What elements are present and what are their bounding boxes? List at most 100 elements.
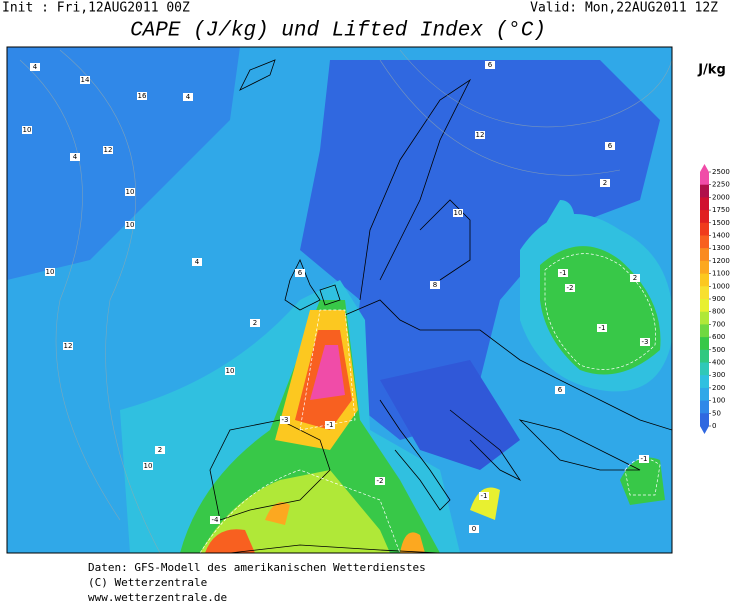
map-labels: 4 14 16 4 10 4 12 10 10 10 12 4 6 2 10 -3 -1 2 10 6 12 6 2 10 -1… [22, 61, 650, 533]
label-box [469, 525, 479, 533]
label-box [225, 367, 235, 375]
isoline-label: -2 [567, 284, 574, 292]
isoline-label: 2 [158, 446, 162, 454]
init-time: Init : Fri,12AUG2011 00Z [2, 1, 190, 16]
colorbar-swatch [700, 349, 709, 363]
label-box [375, 477, 385, 485]
colorbar-label: 300 [712, 371, 725, 379]
colorbar-label: 200 [712, 384, 725, 392]
isoline-label: -1 [327, 421, 334, 429]
isoline-label: 2 [253, 319, 257, 327]
isoline-label: 6 [488, 61, 493, 69]
label-box [210, 516, 220, 524]
colorbar-label: 2500 [712, 168, 730, 176]
colorbar-label: 1750 [712, 206, 730, 214]
valid-time: Valid: Mon,22AUG2011 12Z [530, 1, 718, 16]
label-box [430, 281, 440, 289]
colorbar-swatch [700, 337, 709, 351]
isoline-label: 16 [138, 92, 147, 100]
colorbar-cap [700, 426, 709, 434]
colorbar-label: 700 [712, 320, 725, 328]
low-cape-field [300, 60, 660, 440]
label-box [143, 462, 153, 470]
label-box [250, 319, 260, 327]
isoline-label: 4 [195, 258, 200, 266]
coastlines [209, 59, 672, 553]
footer-line: (C) Wetterzentrale [88, 576, 207, 589]
map-title: CAPE (J/kg) und Lifted Index (°C) [130, 20, 546, 43]
colorbar-swatch [700, 400, 709, 414]
colorbar-swatch [700, 248, 709, 262]
label-box [600, 179, 610, 187]
colorbar-swatch [700, 299, 709, 313]
isoline-label: 12 [64, 342, 73, 350]
colorbar-swatch [700, 387, 709, 402]
cape-field [400, 532, 425, 553]
colorbar-label: 2250 [712, 181, 730, 189]
cape-field [470, 487, 500, 520]
label-box [475, 131, 485, 139]
label-box [125, 188, 135, 196]
isoline-label: 12 [104, 146, 113, 154]
label-box [192, 258, 202, 266]
colorbar-swatch [700, 260, 709, 275]
footer-line: Daten: GFS-Modell des amerikanischen Wet… [88, 561, 426, 574]
colorbar-label: 1400 [712, 232, 730, 240]
label-box [485, 61, 495, 69]
label-box [565, 284, 575, 292]
label-box [70, 153, 80, 161]
colorbar-label: 1500 [712, 219, 730, 227]
label-box [479, 492, 489, 500]
colorbar-cap [700, 164, 709, 172]
ocean-field [7, 47, 240, 280]
label-box [453, 209, 463, 217]
isoline-label: 6 [298, 269, 303, 277]
label-box [325, 421, 335, 429]
colorbar-swatch [700, 413, 709, 427]
isoline-label: -3 [282, 416, 289, 424]
isoline-label: -3 [642, 338, 649, 346]
colorbar-label: 50 [712, 409, 721, 417]
colorbar-swatch [700, 375, 709, 389]
label-box [630, 274, 640, 282]
isoline-label: 6 [558, 386, 563, 394]
low-cape-field [380, 360, 520, 470]
colorbar-label: 1000 [712, 282, 730, 290]
label-box [639, 455, 649, 463]
isoline-label: 10 [454, 209, 463, 217]
isoline-label: 12 [476, 131, 485, 139]
isoline-label: 10 [226, 367, 235, 375]
label-box [45, 268, 55, 276]
colorbar-swatch [700, 172, 709, 186]
label-box [137, 92, 147, 100]
colorbar-swatch [700, 311, 709, 325]
footer-line: www.wetterzentrale.de [88, 591, 227, 603]
isoline-label: 10 [126, 221, 135, 229]
colorbar-swatch [700, 362, 709, 376]
isoline-label: 10 [126, 188, 135, 196]
colorbar-label: 100 [712, 397, 725, 405]
isoline-label: 0 [472, 525, 476, 533]
isoline-label: 4 [73, 153, 78, 161]
unit-label: J/kg [697, 63, 726, 78]
isolines [19, 49, 672, 553]
colorbar-label: 500 [712, 346, 725, 354]
colorbar-swatch [700, 184, 709, 198]
colorbar-swatch [700, 324, 709, 338]
colorbar-label: 600 [712, 333, 725, 341]
label-box [597, 324, 607, 332]
colorbar-swatch [700, 222, 709, 236]
isoline-label: 14 [81, 76, 90, 84]
cape-field [200, 470, 390, 553]
label-box [280, 416, 290, 424]
isoline-label: 2 [603, 179, 607, 187]
colorbar-label: 1100 [712, 270, 730, 278]
colorbar: 2500225020001750150014001300120011001000… [700, 164, 730, 434]
map: 4 14 16 4 10 4 12 10 10 10 12 4 6 2 10 -3 -1 2 10 6 12 6 2 10 -1… [7, 47, 672, 553]
label-box [605, 142, 615, 150]
isoline-label: -2 [377, 477, 384, 485]
label-box [30, 63, 40, 71]
cape-field [310, 345, 345, 400]
colorbar-label: 2000 [712, 193, 730, 201]
